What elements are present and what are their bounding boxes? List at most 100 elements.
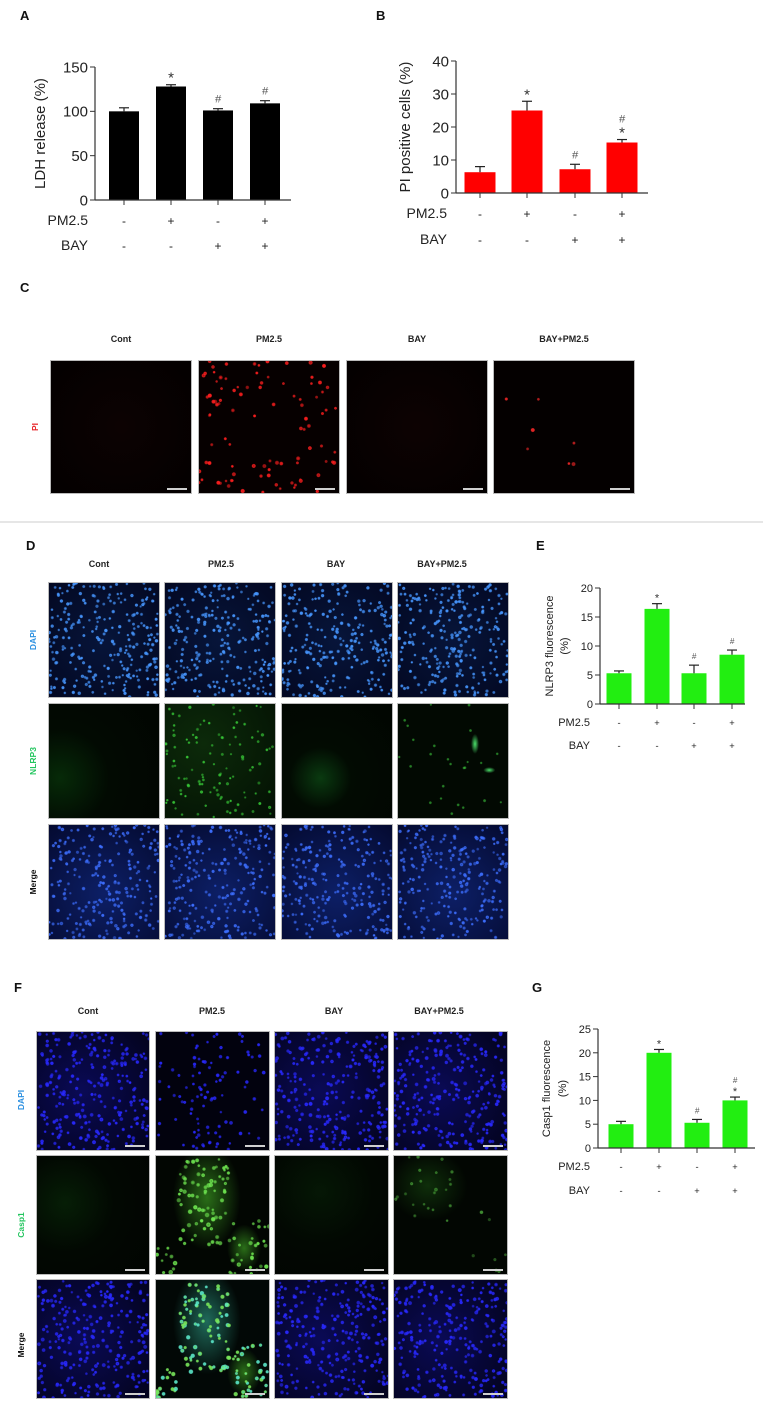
treatment-sign: + <box>262 239 269 253</box>
significance-star: * <box>655 593 660 605</box>
significance-hash: # <box>730 637 735 646</box>
bar <box>644 608 670 704</box>
merge-image-cont <box>48 824 160 940</box>
y-tick-label: 50 <box>71 148 88 165</box>
scale-bar <box>483 1145 503 1147</box>
col-label-cont: Cont <box>88 559 110 569</box>
treatment-sign: - <box>695 1162 698 1172</box>
pi-image-bay <box>346 360 488 494</box>
significance-hash: # <box>262 86 269 98</box>
bar <box>559 169 591 193</box>
col-label-cont: Cont <box>110 334 132 344</box>
treatment-label-bay: BAY <box>569 740 591 752</box>
scale-bar <box>364 1269 384 1271</box>
significance-star: * <box>524 86 530 103</box>
significance-hash: # <box>733 1076 738 1085</box>
significance-star: * <box>168 70 174 87</box>
row-label-dapi: DAPI <box>28 629 38 651</box>
y-tick-label: 5 <box>587 670 593 682</box>
col-label-bay-pm25: BAY+PM2.5 <box>417 559 467 569</box>
nlrp3-image-bay-pm25 <box>397 703 509 819</box>
bar <box>109 111 139 200</box>
panel-letter-a: A <box>20 8 30 23</box>
bar <box>203 110 233 200</box>
panel-letter-c: C <box>20 280 30 295</box>
treatment-sign: - <box>478 207 482 221</box>
significance-star: * <box>619 125 625 142</box>
bar <box>511 110 543 193</box>
y-tick-label: 10 <box>579 1095 591 1107</box>
treatment-sign: + <box>168 214 175 228</box>
bar <box>608 1124 634 1148</box>
svg-text:(%): (%) <box>557 1080 569 1097</box>
treatment-label-pm25: PM2.5 <box>558 717 590 729</box>
treatment-label-bay: BAY <box>569 1185 591 1197</box>
scale-bar <box>315 488 335 490</box>
section-divider <box>0 521 763 523</box>
significance-hash: # <box>215 94 222 106</box>
y-tick-label: 0 <box>441 185 449 202</box>
svg-text:(%): (%) <box>559 637 571 654</box>
y-tick-label: 10 <box>581 641 593 653</box>
col-label-pm25: PM2.5 <box>255 334 283 344</box>
treatment-sign: - <box>122 239 126 253</box>
row-label-pi: PI <box>30 422 40 432</box>
nlrp3-image-cont <box>48 703 160 819</box>
scale-bar <box>463 488 483 490</box>
casp1-image-pm25 <box>155 1155 270 1275</box>
treatment-sign: - <box>657 1186 660 1196</box>
treatment-sign: - <box>169 239 173 253</box>
treatment-sign: + <box>619 207 626 221</box>
merge-image-pm25 <box>155 1279 270 1399</box>
pi-image-cont <box>50 360 192 494</box>
treatment-label-pm25: PM2.5 <box>558 1161 590 1173</box>
scale-bar <box>125 1145 145 1147</box>
y-tick-label: 5 <box>585 1119 591 1131</box>
dapi-image-pm25 <box>164 582 276 698</box>
scale-bar <box>125 1269 145 1271</box>
treatment-sign: - <box>619 1186 622 1196</box>
pi-image-pm25 <box>198 360 340 494</box>
bar <box>722 1100 748 1148</box>
significance-star: * <box>657 1038 662 1050</box>
treatment-sign: - <box>617 718 620 728</box>
bar <box>464 172 496 193</box>
scale-bar <box>364 1393 384 1395</box>
treatment-sign: + <box>656 1162 661 1172</box>
y-tick-label: 20 <box>579 1048 591 1060</box>
treatment-sign: + <box>729 718 734 728</box>
col-label-bay: BAY <box>326 559 346 569</box>
treatment-sign: + <box>732 1162 737 1172</box>
row-label-merge: Merge <box>28 869 38 895</box>
y-tick-label: 15 <box>579 1072 591 1084</box>
dapi-image-bay-pm25 <box>393 1031 508 1151</box>
bar <box>250 103 280 200</box>
y-tick-label: 30 <box>432 86 449 103</box>
treatment-sign: - <box>478 233 482 247</box>
scale-bar <box>610 488 630 490</box>
y-tick-label: 0 <box>80 192 88 209</box>
merge-image-pm25 <box>164 824 276 940</box>
casp1-image-cont <box>36 1155 150 1275</box>
treatment-sign: + <box>215 239 222 253</box>
col-label-bay-pm25: BAY+PM2.5 <box>414 1006 464 1016</box>
treatment-sign: - <box>216 214 220 228</box>
treatment-label-bay: BAY <box>420 231 448 247</box>
row-label-dapi: DAPI <box>16 1089 26 1111</box>
treatment-sign: + <box>654 718 659 728</box>
scale-bar <box>245 1269 265 1271</box>
treatment-sign: - <box>619 1162 622 1172</box>
treatment-sign: - <box>692 718 695 728</box>
y-tick-label: 25 <box>579 1024 591 1036</box>
row-label-merge: Merge <box>16 1332 26 1358</box>
col-label-pm25: PM2.5 <box>207 559 235 569</box>
treatment-sign: - <box>655 741 658 751</box>
panel-letter-d: D <box>26 538 36 553</box>
panel-letter-e: E <box>536 538 545 553</box>
significance-star: * <box>733 1086 738 1098</box>
bar <box>681 673 707 704</box>
y-axis-label: NLRP3 fluorescence <box>544 596 556 697</box>
col-label-cont: Cont <box>77 1006 99 1016</box>
scale-bar <box>245 1393 265 1395</box>
